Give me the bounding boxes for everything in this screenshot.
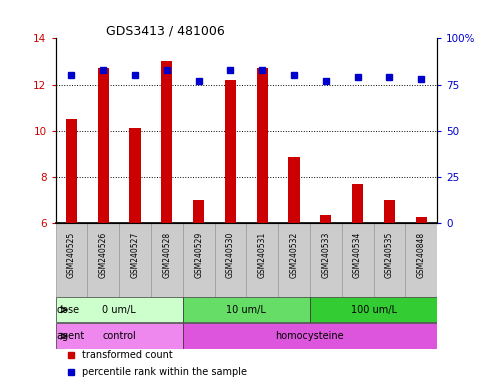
Text: GSM240532: GSM240532 xyxy=(289,232,298,278)
Bar xyxy=(288,157,299,223)
Text: 0 um/L: 0 um/L xyxy=(102,305,136,315)
Bar xyxy=(56,297,183,323)
Bar xyxy=(183,323,437,349)
Bar xyxy=(352,184,363,223)
Text: GSM240530: GSM240530 xyxy=(226,232,235,278)
Text: GSM240534: GSM240534 xyxy=(353,232,362,278)
Text: GSM240533: GSM240533 xyxy=(321,232,330,278)
Bar xyxy=(278,223,310,296)
Bar xyxy=(320,215,331,223)
Bar xyxy=(183,297,310,323)
Text: GSM240529: GSM240529 xyxy=(194,232,203,278)
Text: percentile rank within the sample: percentile rank within the sample xyxy=(82,367,247,377)
Bar xyxy=(183,223,214,296)
Bar xyxy=(129,128,141,223)
Text: GSM240525: GSM240525 xyxy=(67,232,76,278)
Text: GSM240531: GSM240531 xyxy=(258,232,267,278)
Text: GSM240528: GSM240528 xyxy=(162,232,171,278)
Text: 10 um/L: 10 um/L xyxy=(227,305,266,315)
Bar xyxy=(98,68,109,223)
Bar xyxy=(225,80,236,223)
Text: control: control xyxy=(102,331,136,341)
Bar xyxy=(342,223,373,296)
Bar xyxy=(66,119,77,223)
Text: GSM240848: GSM240848 xyxy=(417,232,426,278)
Bar xyxy=(246,223,278,296)
Bar xyxy=(87,223,119,296)
Bar xyxy=(310,223,342,296)
Text: GSM240527: GSM240527 xyxy=(130,232,140,278)
Bar xyxy=(56,323,183,349)
Bar xyxy=(214,223,246,296)
Bar xyxy=(416,217,427,223)
Bar xyxy=(310,297,437,323)
Text: dose: dose xyxy=(56,305,79,315)
Text: GDS3413 / 481006: GDS3413 / 481006 xyxy=(106,25,225,38)
Bar xyxy=(256,68,268,223)
Text: homocysteine: homocysteine xyxy=(276,331,344,341)
Bar xyxy=(193,200,204,223)
Text: transformed count: transformed count xyxy=(82,350,173,360)
Bar xyxy=(56,223,87,296)
Bar xyxy=(119,223,151,296)
Bar xyxy=(405,223,437,296)
Text: 100 um/L: 100 um/L xyxy=(351,305,397,315)
Text: agent: agent xyxy=(56,331,85,341)
Bar xyxy=(373,223,405,296)
Bar xyxy=(151,223,183,296)
Text: GSM240535: GSM240535 xyxy=(385,232,394,278)
Text: GSM240526: GSM240526 xyxy=(99,232,108,278)
Bar xyxy=(161,61,172,223)
Bar xyxy=(384,200,395,223)
